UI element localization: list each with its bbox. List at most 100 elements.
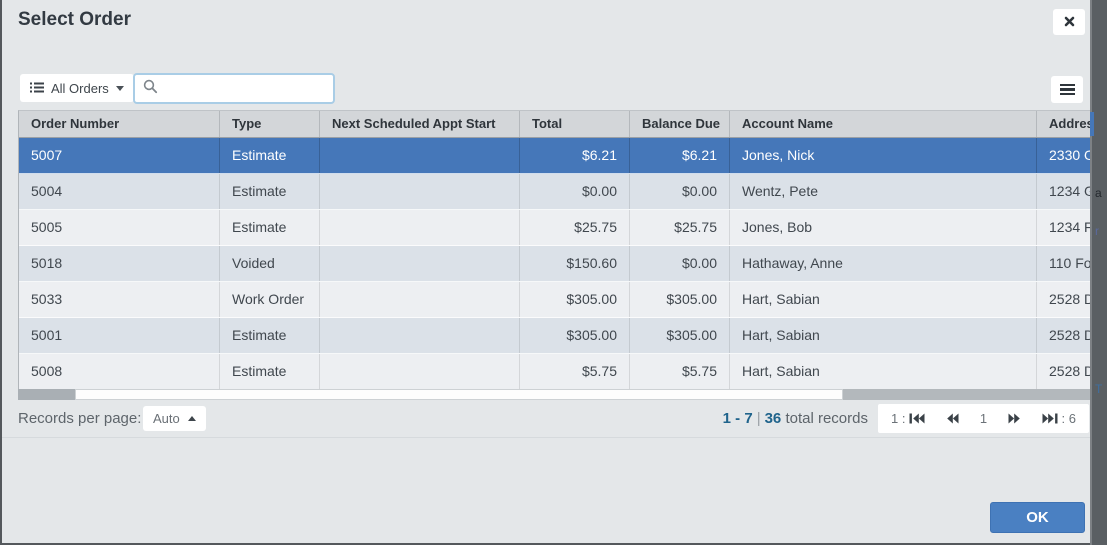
search-input[interactable] <box>162 81 338 96</box>
table-header-row: Order Number Type Next Scheduled Appt St… <box>19 111 1090 138</box>
records-per-page-value: Auto <box>153 411 180 426</box>
scrollbar-track-end <box>843 389 1090 400</box>
cell-account-name: Jones, Nick <box>729 138 1036 173</box>
first-page-label: 1 : <box>891 411 906 426</box>
cell-next-scheduled-appt-start <box>319 354 519 389</box>
table-row[interactable]: 5004 Estimate $0.00 $0.00 Wentz, Pete 12… <box>19 174 1090 210</box>
cell-order-number: 5001 <box>31 327 63 343</box>
table-row[interactable]: 5008 Estimate $5.75 $5.75 Hart, Sabian 2… <box>19 354 1090 390</box>
cell-address: 110 For <box>1036 246 1090 281</box>
table-row[interactable]: 5005 Estimate $25.75 $25.75 Jones, Bob 1… <box>19 210 1090 246</box>
column-header-next-scheduled-appt-start[interactable]: Next Scheduled Appt Start <box>319 111 519 137</box>
cell-balance-due: $6.21 <box>629 138 729 173</box>
pagination-controls: 1 : 1 <box>878 404 1089 433</box>
background-page-strip: a r T <box>1090 0 1107 545</box>
list-icon <box>30 81 44 96</box>
records-per-page-dropdown[interactable]: Auto <box>143 406 206 431</box>
table-row[interactable]: 5007 Estimate $6.21 $6.21 Jones, Nick 23… <box>19 138 1090 174</box>
cell-balance-due: $25.75 <box>629 210 729 245</box>
cell-next-scheduled-appt-start <box>319 318 519 353</box>
table-row[interactable]: 5001 Estimate $305.00 $305.00 Hart, Sabi… <box>19 318 1090 354</box>
records-per-page-label: Records per page: <box>18 410 142 427</box>
cell-account-name: Wentz, Pete <box>729 174 1036 209</box>
column-header-account-name[interactable]: Account Name <box>729 111 1036 137</box>
column-header-type[interactable]: Type <box>219 111 319 137</box>
chevron-up-icon <box>187 416 196 421</box>
chevron-down-icon <box>115 85 124 91</box>
search-icon <box>143 79 158 99</box>
last-page-button[interactable]: : 6 <box>1042 411 1076 426</box>
cell-total: $6.21 <box>519 138 629 173</box>
scrollbar-track <box>75 389 843 400</box>
close-icon <box>1064 15 1075 30</box>
cell-type: Estimate <box>219 210 319 245</box>
column-header-balance-due[interactable]: Balance Due <box>629 111 729 137</box>
current-page-number: 1 <box>979 411 988 426</box>
order-filter-dropdown[interactable]: All Orders <box>20 74 134 102</box>
cell-address: 2528 Do <box>1036 282 1090 317</box>
cell-next-scheduled-appt-start <box>319 282 519 317</box>
cell-next-scheduled-appt-start <box>319 174 519 209</box>
total-records-count: 36 <box>764 410 782 427</box>
cell-total: $25.75 <box>519 210 629 245</box>
cell-total: $0.00 <box>519 174 629 209</box>
close-button[interactable] <box>1053 9 1085 35</box>
select-order-modal: Select Order All Orders <box>2 0 1090 543</box>
cell-next-scheduled-appt-start <box>319 210 519 245</box>
background-text-fragment: r <box>1095 224 1099 238</box>
cell-total: $150.60 <box>519 246 629 281</box>
cell-account-name: Hathaway, Anne <box>729 246 1036 281</box>
cell-account-name: Hart, Sabian <box>729 282 1036 317</box>
cell-address: 2330 Ol <box>1036 138 1090 173</box>
cell-type: Work Order <box>219 282 319 317</box>
scrollbar-thumb[interactable] <box>18 389 75 400</box>
first-page-button[interactable]: 1 : <box>891 411 925 426</box>
order-filter-label: All Orders <box>51 80 109 96</box>
previous-page-icon <box>946 413 959 424</box>
background-blue-fragment <box>1090 112 1094 136</box>
column-header-order-number[interactable]: Order Number <box>31 116 120 131</box>
cell-address: 2528 Do <box>1036 354 1090 389</box>
cell-type: Estimate <box>219 174 319 209</box>
hamburger-icon <box>1059 81 1075 97</box>
page-title: Select Order <box>18 9 131 30</box>
footer-divider <box>2 437 1090 438</box>
total-records-label: total records <box>785 410 868 427</box>
table-row[interactable]: 5018 Voided $150.60 $0.00 Hathaway, Anne… <box>19 246 1090 282</box>
cell-total: $305.00 <box>519 282 629 317</box>
last-page-icon <box>1042 413 1058 424</box>
record-range-summary: 1 - 7 | 36 total records <box>723 404 868 433</box>
cell-order-number: 5018 <box>31 255 63 271</box>
next-page-icon <box>1008 413 1021 424</box>
cell-balance-due: $0.00 <box>629 246 729 281</box>
cell-type: Voided <box>219 246 319 281</box>
cell-balance-due: $305.00 <box>629 282 729 317</box>
next-page-button[interactable] <box>1008 413 1021 424</box>
orders-table: Order Number Type Next Scheduled Appt St… <box>18 110 1090 390</box>
cell-account-name: Hart, Sabian <box>729 354 1036 389</box>
background-divider <box>1090 0 1092 545</box>
cell-address: 2528 Do <box>1036 318 1090 353</box>
cell-total: $5.75 <box>519 354 629 389</box>
cell-type: Estimate <box>219 354 319 389</box>
ok-button[interactable]: OK <box>990 502 1085 533</box>
cell-account-name: Hart, Sabian <box>729 318 1036 353</box>
cell-balance-due: $0.00 <box>629 174 729 209</box>
cell-type: Estimate <box>219 138 319 173</box>
cell-total: $305.00 <box>519 318 629 353</box>
grid-menu-button[interactable] <box>1051 76 1083 103</box>
table-body: 5007 Estimate $6.21 $6.21 Jones, Nick 23… <box>19 138 1090 390</box>
cell-order-number: 5007 <box>31 147 63 163</box>
visible-range: 1 - 7 <box>722 410 753 427</box>
cell-order-number: 5033 <box>31 291 63 307</box>
table-row[interactable]: 5033 Work Order $305.00 $305.00 Hart, Sa… <box>19 282 1090 318</box>
cell-address: 1234 G <box>1036 174 1090 209</box>
cell-balance-due: $305.00 <box>629 318 729 353</box>
column-header-total[interactable]: Total <box>519 111 629 137</box>
range-separator: | <box>756 410 761 427</box>
cell-order-number: 5004 <box>31 183 63 199</box>
cell-address: 1234 F S <box>1036 210 1090 245</box>
column-header-address[interactable]: Address <box>1036 111 1090 137</box>
previous-page-button[interactable] <box>946 413 959 424</box>
cell-next-scheduled-appt-start <box>319 138 519 173</box>
